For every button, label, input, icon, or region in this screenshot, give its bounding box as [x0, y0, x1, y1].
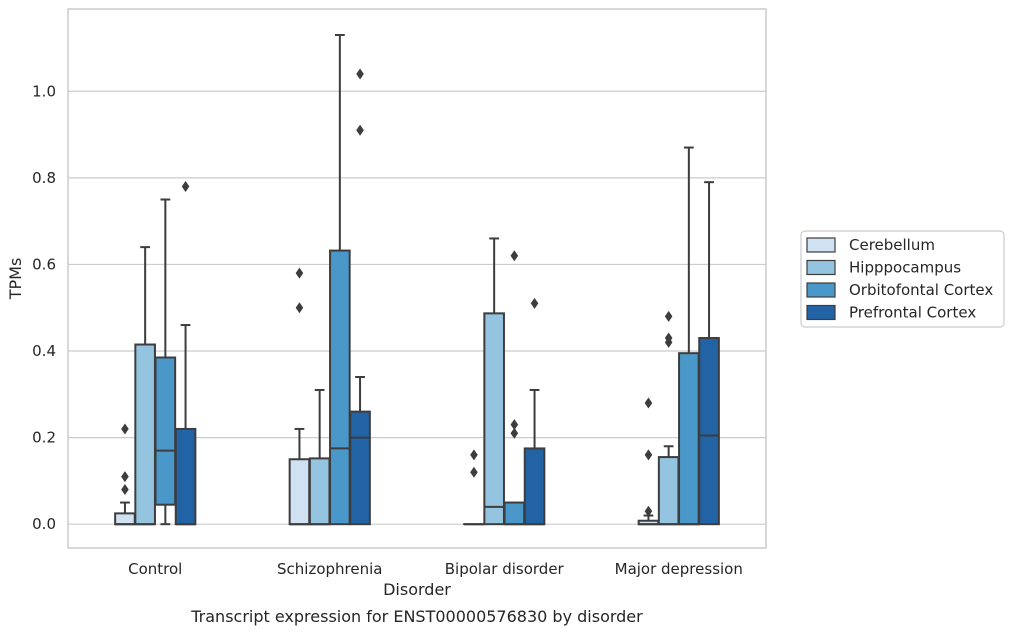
outlier-point — [121, 484, 129, 496]
legend-swatch — [806, 237, 836, 253]
outlier-point — [356, 124, 364, 136]
box — [678, 352, 700, 526]
box-1-2 — [329, 33, 351, 526]
x-tick-label: Bipolar disorder — [445, 560, 565, 578]
box-1-3 — [349, 68, 371, 526]
outlier-point — [295, 267, 304, 279]
box — [503, 501, 526, 526]
box — [308, 457, 331, 526]
outlier-point — [664, 310, 673, 322]
outlier-point — [664, 332, 673, 344]
outlier-point — [181, 181, 190, 193]
box-2-0 — [463, 449, 485, 526]
plot-frame — [67, 8, 767, 549]
box-2-1 — [483, 237, 505, 526]
legend-swatch — [806, 259, 836, 276]
box — [154, 356, 177, 506]
outlier-point — [356, 68, 364, 80]
y-tick-label: 0.0 — [32, 515, 56, 533]
x-tick-label: Control — [128, 560, 182, 578]
y-axis-label: TPMs — [6, 258, 25, 301]
box — [134, 343, 156, 526]
outlier-point — [510, 250, 519, 262]
legend-label: Cerebellum — [849, 236, 935, 254]
outlier-point — [644, 397, 653, 409]
box — [349, 410, 371, 526]
box — [288, 458, 311, 526]
x-tick-label: Schizophrenia — [277, 560, 382, 578]
y-tick-label: 0.6 — [32, 255, 56, 273]
x-tick-label: Major depression — [615, 560, 743, 578]
box-1-1 — [308, 388, 331, 526]
legend-box — [800, 230, 1005, 328]
outlier-point — [644, 505, 653, 517]
x-axis-label: Disorder — [383, 580, 451, 599]
box — [114, 512, 136, 526]
box-2-2 — [503, 250, 526, 526]
box-0-3 — [174, 181, 197, 526]
outlier-point — [530, 297, 539, 309]
outlier-point — [470, 449, 478, 461]
outlier-point — [510, 427, 519, 439]
box-1-0 — [288, 267, 311, 526]
box-2-3 — [523, 297, 546, 526]
y-tick-label: 0.8 — [32, 169, 56, 187]
box — [523, 447, 546, 526]
chart-caption: Transcript expression for ENST0000057683… — [190, 607, 643, 626]
legend-label: Prefrontal Cortex — [849, 304, 976, 322]
box — [657, 456, 680, 526]
legend-swatch — [806, 304, 836, 321]
box-0-1 — [134, 246, 156, 526]
y-tick-label: 0.4 — [32, 342, 56, 360]
legend-label: Hipppocampus — [849, 259, 961, 277]
box-3-0 — [637, 397, 660, 526]
box-plot-area — [114, 33, 720, 526]
box-0-0 — [114, 423, 136, 526]
box-0-2 — [154, 198, 177, 526]
legend: Cerebellum Hipppocampus Orbitofontal Corte… — [800, 230, 1005, 328]
y-tick-label: 1.0 — [32, 82, 56, 100]
x-axis-ticks: Control Schizophrenia Bipolar disorder Majo… — [128, 560, 743, 578]
outlier-point — [470, 466, 478, 478]
outlier-point — [510, 419, 519, 431]
box — [698, 337, 720, 526]
outlier-point — [295, 302, 304, 314]
outlier-point — [121, 471, 129, 483]
box — [174, 427, 197, 526]
box — [329, 249, 351, 526]
legend-swatch — [806, 282, 836, 298]
outlier-point — [644, 449, 653, 461]
outlier-point — [121, 423, 129, 435]
box-3-3 — [698, 181, 720, 526]
legend-label: Orbitofontal Cortex — [849, 281, 993, 299]
box-3-1 — [657, 310, 680, 526]
y-axis-ticks: 0.0 0.2 0.4 0.6 0.8 1.0 — [32, 82, 56, 533]
box-3-2 — [678, 146, 700, 526]
y-tick-label: 0.2 — [32, 429, 56, 447]
box — [483, 312, 505, 526]
